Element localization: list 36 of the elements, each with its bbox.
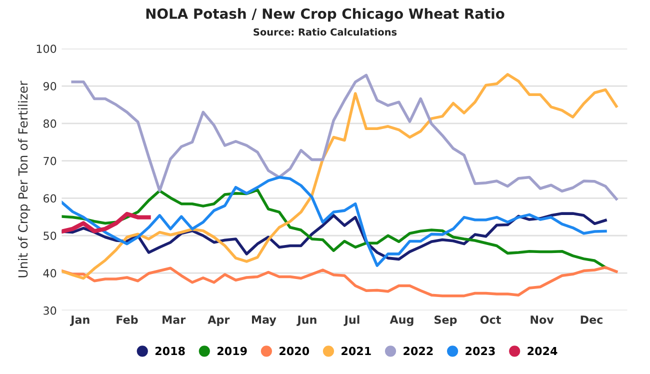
x-tick-label: Feb <box>116 315 138 324</box>
x-tick-label: Apr <box>208 316 230 326</box>
y-tick-label: 40 <box>43 268 56 278</box>
y-tick-label: 30 <box>44 306 56 315</box>
legend-label: 2019 <box>218 346 247 356</box>
x-tick-label: May <box>252 316 276 326</box>
x-tick-label: Sep <box>434 315 457 326</box>
line-series <box>71 74 618 200</box>
x-tick-label: Jul <box>344 315 360 326</box>
chart-subtitle: Source: Ratio Calculations <box>254 28 397 36</box>
y-tick-label: 50 <box>44 232 56 240</box>
x-tick-label: Aug <box>390 316 414 326</box>
y-axis-title: Unit of Crop Per Ton of Fertilizer <box>18 80 30 278</box>
legend-label: 2021 <box>342 346 371 356</box>
line-series <box>62 73 618 280</box>
legend-label: 2024 <box>528 346 558 356</box>
x-tick-label: Jun <box>296 316 316 326</box>
line-series <box>62 266 618 298</box>
x-tick-label: Nov <box>530 316 554 324</box>
x-tick-label: Oct <box>480 315 501 324</box>
y-tick-label: 80 <box>44 119 56 128</box>
y-tick-label: 70 <box>44 156 56 166</box>
legend-label: 2018 <box>155 346 185 356</box>
y-tick-label: 60 <box>44 194 56 203</box>
line-series <box>62 188 607 269</box>
legend-label: 2023 <box>466 346 495 356</box>
y-tick-label: 100 <box>36 44 56 53</box>
y-tick-label: 90 <box>43 82 56 90</box>
line-series <box>62 212 151 234</box>
legend-label: 2020 <box>280 346 310 356</box>
x-tick-label: Jan <box>70 316 90 326</box>
line-series <box>62 176 607 267</box>
x-tick-label: Dec <box>580 316 602 324</box>
chart-title: NOLA Potash / New Crop Chicago Wheat Ratio <box>146 8 504 22</box>
legend-label: 2022 <box>404 346 433 356</box>
x-tick-label: Mar <box>162 316 186 324</box>
